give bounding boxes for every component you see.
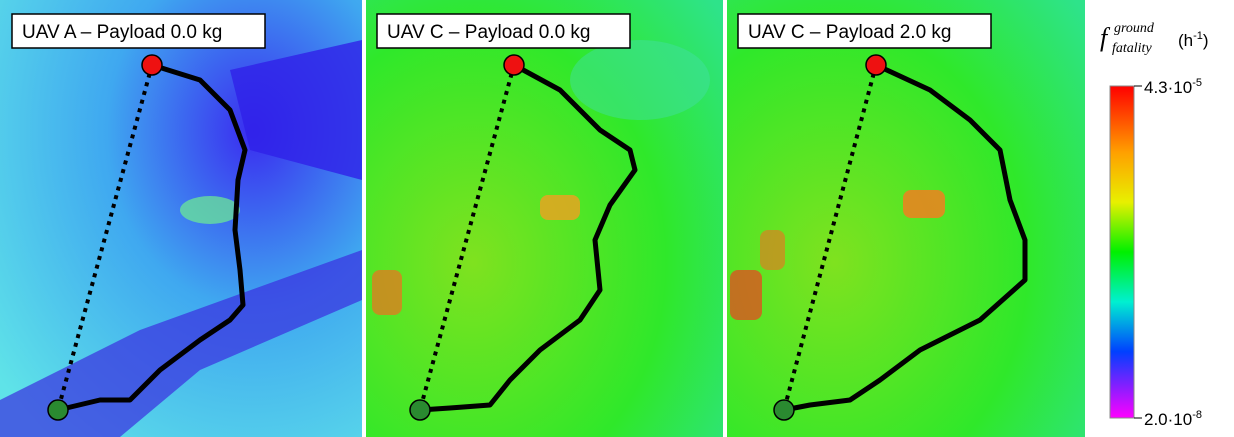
colorbar: f ground fatality (h-1) 4.3·10-5 2.0·10-… — [1100, 21, 1209, 429]
unit-exponent: -1 — [1193, 30, 1203, 42]
colorbar-min-label: 2.0·10-8 — [1144, 409, 1202, 429]
exponent: -5 — [1192, 77, 1202, 89]
panel-title: UAV C – Payload 2.0 kg — [748, 22, 951, 43]
figure: UAV A – Payload 0.0 kg UAV C – Payload 0… — [0, 0, 1234, 437]
colorbar-superscript: ground — [1114, 21, 1155, 36]
unit-close: ) — [1203, 31, 1209, 50]
map-panel: UAV C – Payload 2.0 kg — [727, 0, 1085, 437]
page: UAV A – Payload 0.0 kg UAV C – Payload 0… — [0, 0, 1234, 437]
panel-title: UAV A – Payload 0.0 kg — [22, 22, 222, 43]
colorbar-max-label: 4.3·10-5 — [1144, 77, 1202, 97]
panel-title: UAV C – Payload 0.0 kg — [387, 22, 590, 43]
map-panel: UAV C – Payload 0.0 kg — [366, 0, 723, 437]
mantissa: 4.3·10 — [1144, 78, 1192, 97]
map-panel: UAV A – Payload 0.0 kg — [0, 0, 362, 437]
colorbar-subscript: fatality — [1112, 41, 1152, 56]
exponent: -8 — [1192, 409, 1202, 421]
mantissa: 2.0·10 — [1144, 410, 1192, 429]
colorbar-unit: (h-1) — [1178, 30, 1209, 50]
colorbar-symbol: f — [1100, 23, 1111, 52]
unit-open: (h — [1178, 31, 1193, 50]
